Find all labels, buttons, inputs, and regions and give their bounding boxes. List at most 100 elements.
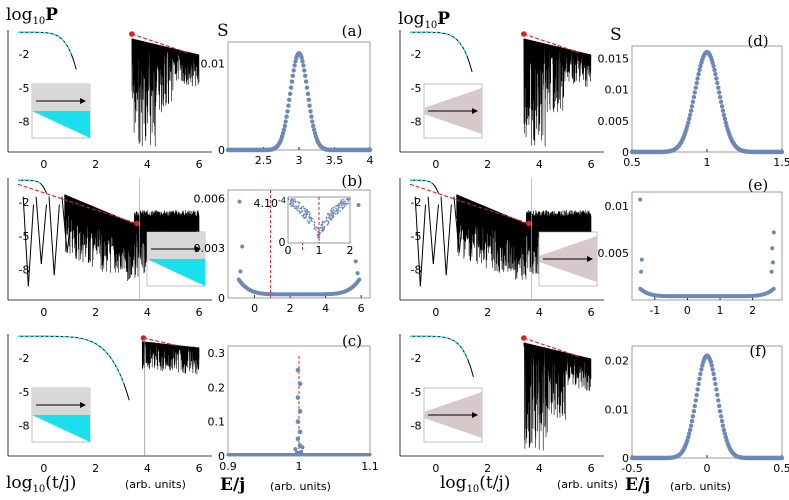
- inset-point: [330, 208, 333, 210]
- inset-point: [309, 212, 311, 214]
- inset-point: [303, 210, 306, 212]
- data-point: [297, 409, 303, 414]
- inset-point: [343, 205, 346, 208]
- inset-point: [343, 200, 345, 203]
- x-tick-label: 0: [40, 158, 47, 171]
- y-tick-label: 0: [218, 450, 225, 463]
- data-point: [281, 127, 287, 132]
- y-tick-label: -5: [411, 82, 422, 95]
- s-label-right: S: [610, 25, 622, 45]
- data-point: [718, 99, 724, 105]
- y-tick-label: -2: [411, 48, 422, 61]
- recurrence-oscillation: [523, 38, 592, 147]
- y-tick-label: 0.3: [208, 347, 226, 360]
- gaussian-fit-curve: [18, 335, 125, 385]
- inset-point: [327, 220, 330, 223]
- data-point: [715, 392, 720, 398]
- bottom-left-units: (arb. units): [125, 478, 186, 491]
- recurrence-oscillation: [523, 342, 592, 451]
- inset-arrowhead: [587, 256, 593, 262]
- x-tick-label: 0: [684, 304, 691, 317]
- recurrence-oscillation: [64, 194, 200, 282]
- inset-cyan-triangle: [32, 111, 90, 138]
- data-point: [689, 104, 695, 109]
- inset-point: [330, 219, 333, 221]
- x-tick-label: 6: [196, 158, 203, 171]
- y-tick-label: 0: [622, 146, 629, 159]
- inset-diagram: [31, 387, 91, 443]
- inset-point: [309, 216, 311, 218]
- inset-diagram: [423, 387, 483, 443]
- y-tick-label: 0.005: [598, 115, 630, 128]
- inset-arrowhead: [472, 412, 478, 418]
- data-point: [355, 271, 360, 276]
- inset-diagram: [538, 231, 598, 287]
- inset-point: [291, 204, 294, 207]
- x-tick-label: 4: [367, 154, 374, 167]
- y-tick-label: -5: [411, 230, 422, 243]
- y-tick-label: 0.003: [194, 242, 226, 255]
- x-tick-label: 6: [358, 302, 365, 315]
- data-point: [368, 453, 372, 457]
- panel-a-spectrum-plot: (a) 2.5 3 3.5 4 0.01 0: [201, 22, 374, 167]
- inset-point: [327, 223, 329, 226]
- gaussian-fit-curve: [18, 179, 42, 185]
- data-point: [692, 403, 697, 409]
- inset-point: [293, 207, 296, 210]
- inset-point: [337, 206, 340, 208]
- data-point: [306, 97, 311, 103]
- inset-point: [306, 209, 309, 211]
- gaussian-fit-curve: [410, 179, 434, 185]
- inset-point: [306, 219, 309, 222]
- inset-point: [302, 205, 305, 208]
- x-tick-label: 4: [144, 462, 151, 475]
- inset-point: [308, 220, 311, 223]
- data-point: [713, 71, 718, 77]
- inset-point: [315, 229, 317, 231]
- data-point: [295, 395, 301, 400]
- data-point: [691, 409, 697, 414]
- y-tick-label: 0.01: [605, 403, 630, 416]
- inset-point: [320, 223, 323, 226]
- data-point: [301, 63, 306, 68]
- panel-c-spectrum-plot: (c) 0.9 1 1.1 0.3 0.2 0.1 0: [208, 332, 379, 473]
- plot-frame: [631, 45, 783, 153]
- data-point: [287, 91, 293, 97]
- data-point: [305, 91, 311, 97]
- data-point: [290, 73, 295, 79]
- data-point: [285, 109, 290, 114]
- panel-label: (a): [342, 22, 363, 40]
- data-point: [294, 450, 299, 455]
- inset-cyan-triangle: [147, 259, 205, 286]
- inset-arrowhead: [195, 246, 201, 252]
- x-tick-label: 0: [251, 302, 258, 315]
- data-point: [719, 418, 725, 424]
- x-tick-label: 2.5: [255, 154, 273, 167]
- data-point: [307, 103, 312, 108]
- panel-b-survival-plot: -2-5-80 2 4 6: [7, 178, 212, 319]
- inset-point: [313, 223, 316, 226]
- data-point: [689, 418, 695, 424]
- s-label-left: S: [217, 21, 229, 41]
- left-title: log10P: [6, 5, 58, 27]
- x-tick-label: 4: [322, 302, 329, 315]
- inset-point: [296, 208, 298, 210]
- data-point: [286, 103, 291, 108]
- inset-point: [346, 198, 349, 200]
- x-tick-label: 0: [704, 462, 711, 475]
- y-tick-label: 0.01: [605, 200, 630, 213]
- data-point: [687, 116, 692, 122]
- bottom-left-xlabel: log10(t/j): [6, 473, 76, 495]
- y-tick-label: 0.005: [598, 247, 630, 260]
- data-point: [299, 55, 304, 60]
- inset-point: [292, 200, 295, 203]
- inset-point: [308, 211, 310, 213]
- inset-point: [312, 217, 314, 220]
- envelope-dot: [140, 335, 147, 341]
- data-point: [769, 269, 774, 274]
- inset-point: [341, 206, 343, 208]
- data-point: [686, 120, 691, 125]
- inset-point: [333, 206, 335, 209]
- panel-label: (c): [342, 332, 362, 350]
- inset-point: [332, 209, 335, 211]
